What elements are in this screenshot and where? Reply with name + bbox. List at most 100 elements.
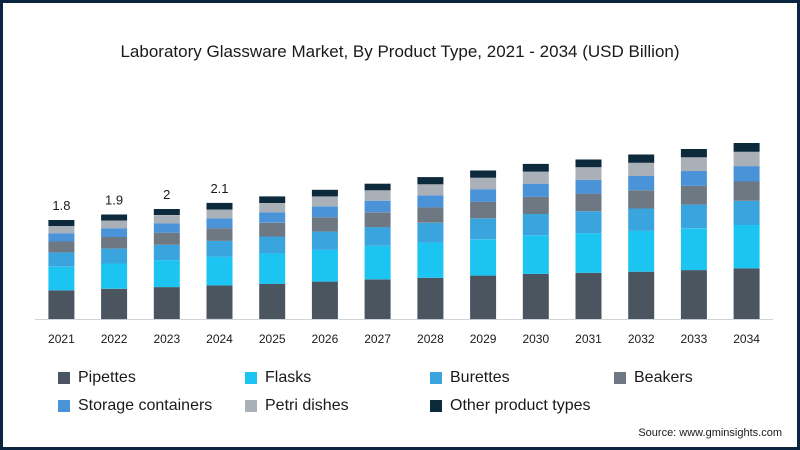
bar-segment [48,241,75,253]
bar-segment [259,236,286,254]
bar-segment [733,224,760,269]
x-tick-label: 2032 [628,332,655,346]
bar-segment [575,211,602,234]
bar-segment [733,268,760,319]
bar-segment [48,233,75,242]
x-tick-label: 2029 [470,332,497,346]
bar-segment [153,209,180,215]
bar-segment [206,228,233,241]
bar-segment [522,171,549,184]
x-tick-label: 2033 [681,332,708,346]
bar-segment [259,196,286,203]
bar-segment [628,271,655,319]
bar-segment [733,166,760,182]
bar-segment [575,233,602,273]
bar-segment [628,154,655,163]
bar-total-label: 2.1 [210,181,228,196]
x-tick-label: 2023 [153,332,180,346]
bar-segment [733,151,760,167]
bar-segment [628,208,655,231]
bar-segment [628,176,655,191]
bar-segment [364,190,391,201]
bar-segment [470,275,497,320]
bar-segment [417,195,444,208]
bar-segment [628,231,655,272]
bar-total-label: 2 [163,187,170,202]
bar-segment [206,285,233,319]
bar-segment [206,240,233,257]
bar-segment [101,237,128,249]
bar-segment [417,207,444,223]
bar-segment [101,220,128,229]
bar-segment [206,202,233,210]
bar-segment [522,273,549,319]
bar-segment [417,222,444,243]
bar-segment [153,223,180,233]
bar-segment [101,288,128,320]
bar-segment [680,228,707,271]
bar-segment [259,253,286,284]
bar-segment [628,162,655,176]
bar-segment [417,184,444,196]
bar-segment [311,189,338,197]
bar-segment [522,183,549,197]
bar-segment [470,170,497,178]
bar-segment [311,231,338,250]
bar-segment [575,193,602,212]
bar-segment [522,196,549,214]
bar-segment [470,177,497,190]
bar-segment [364,245,391,280]
bar-segment [48,220,75,226]
x-tick-label: 2028 [417,332,444,346]
bar-segment [48,252,75,267]
x-tick-label: 2027 [364,332,391,346]
bar-segment [259,283,286,319]
bar-segment [680,185,707,205]
bar-segment [575,272,602,319]
bar-segment [680,204,707,229]
bar-segment [364,183,391,191]
x-tick-label: 2025 [259,332,286,346]
source-note: Source: www.gminsights.com [638,427,782,439]
bar-segment [259,203,286,213]
x-tick-label: 2026 [312,332,339,346]
bar-segment [575,159,602,168]
bar-segment [680,171,707,186]
bar-segment [364,200,391,213]
bar-segment [48,266,75,291]
bar-segment [417,277,444,320]
x-tick-label: 2021 [48,332,75,346]
bar-segment [680,270,707,320]
bar-segment [680,149,707,158]
bar-segment [364,279,391,319]
bar-segment [311,249,338,282]
bar-segment [206,256,233,286]
bar-segment [522,235,549,274]
bar-segment [733,181,760,201]
bar-segment [259,222,286,237]
bar-segment [470,189,497,202]
x-tick-label: 2030 [522,332,549,346]
bar-segment [153,215,180,224]
bar-segment [575,167,602,180]
bar-total-label: 1.8 [52,198,70,213]
bar-segment [522,163,549,172]
bar-segment [153,287,180,319]
bar-segment [417,177,444,185]
bar-segment [470,218,497,240]
bar-segment [206,209,233,219]
bar-segment [101,214,128,221]
bar-segment [153,260,180,288]
x-tick-label: 2024 [206,332,233,346]
bar-segment [48,226,75,234]
bar-segment [733,200,760,225]
bar-segment [680,157,707,172]
bar-segment [470,201,497,219]
bar-segment [48,290,75,319]
x-tick-label: 2034 [733,332,760,346]
x-tick-label: 2031 [575,332,602,346]
bar-segment [417,242,444,278]
bar-segment [153,232,180,245]
